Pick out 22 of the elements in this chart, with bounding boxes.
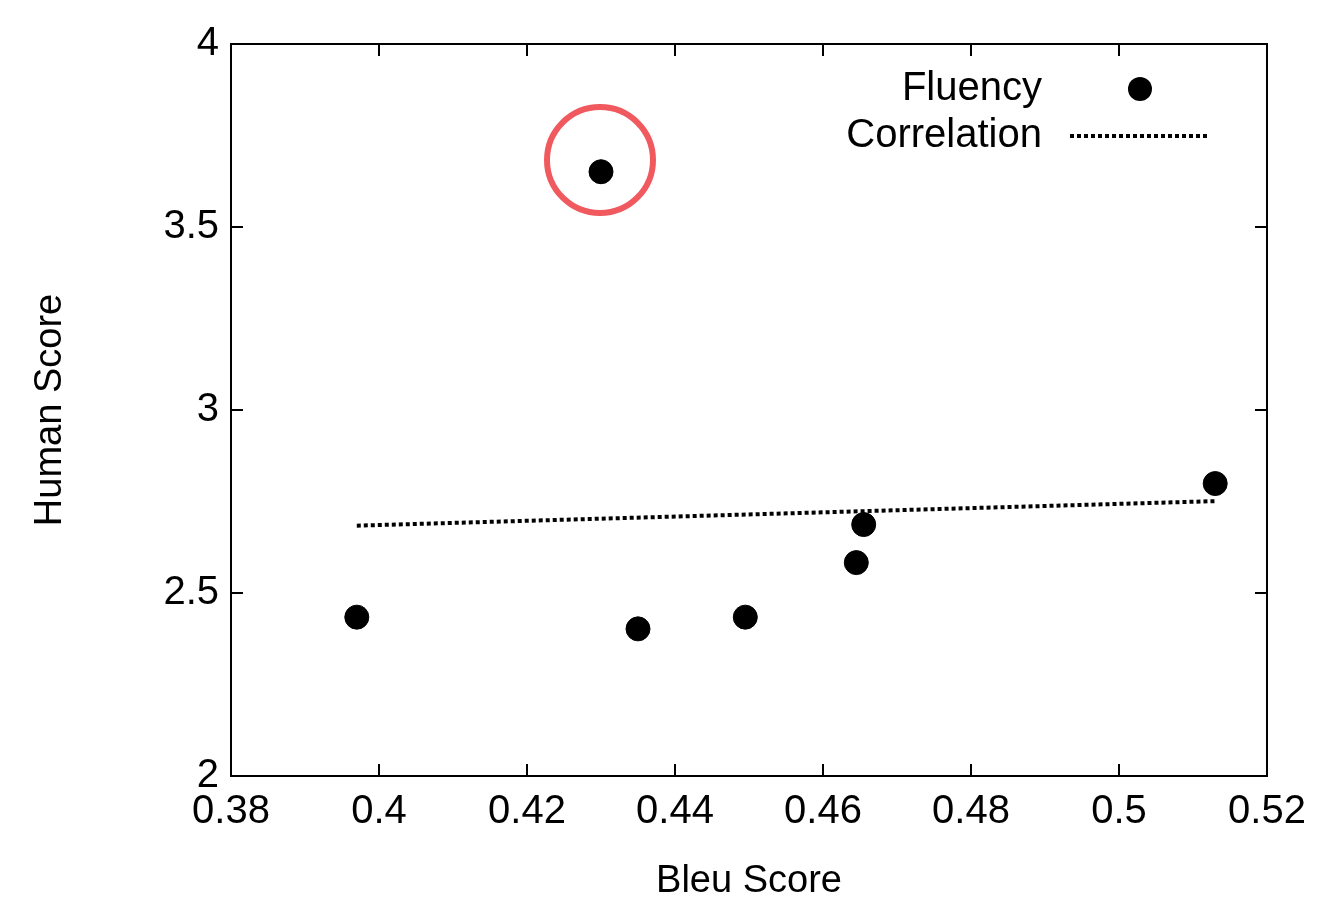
x-tick-label: 0.42 [488, 787, 566, 832]
point [1202, 471, 1228, 497]
x-tick-label: 0.52 [1228, 787, 1306, 832]
x-tick-label: 0.5 [1091, 787, 1147, 832]
y-tick-label: 3.5 [163, 202, 219, 247]
y-tick-label: 4 [196, 19, 219, 64]
y-tick-label: 3 [196, 385, 219, 430]
x-tick-label: 0.4 [351, 787, 407, 832]
point [344, 604, 370, 630]
x-tick-label: 0.44 [636, 787, 714, 832]
x-tick-label: 0.48 [932, 787, 1010, 832]
legend-label: Correlation [846, 111, 1042, 156]
point [625, 616, 651, 642]
legend-label: Fluency [901, 64, 1042, 109]
point [588, 159, 614, 185]
x-axis-title: Bleu Score [656, 857, 842, 900]
y-tick-label: 2.5 [163, 568, 219, 613]
y-axis-title: Human Score [27, 293, 70, 527]
x-tick-label: 0.46 [784, 787, 862, 832]
point [843, 550, 869, 576]
point [851, 512, 877, 538]
point [732, 604, 758, 630]
